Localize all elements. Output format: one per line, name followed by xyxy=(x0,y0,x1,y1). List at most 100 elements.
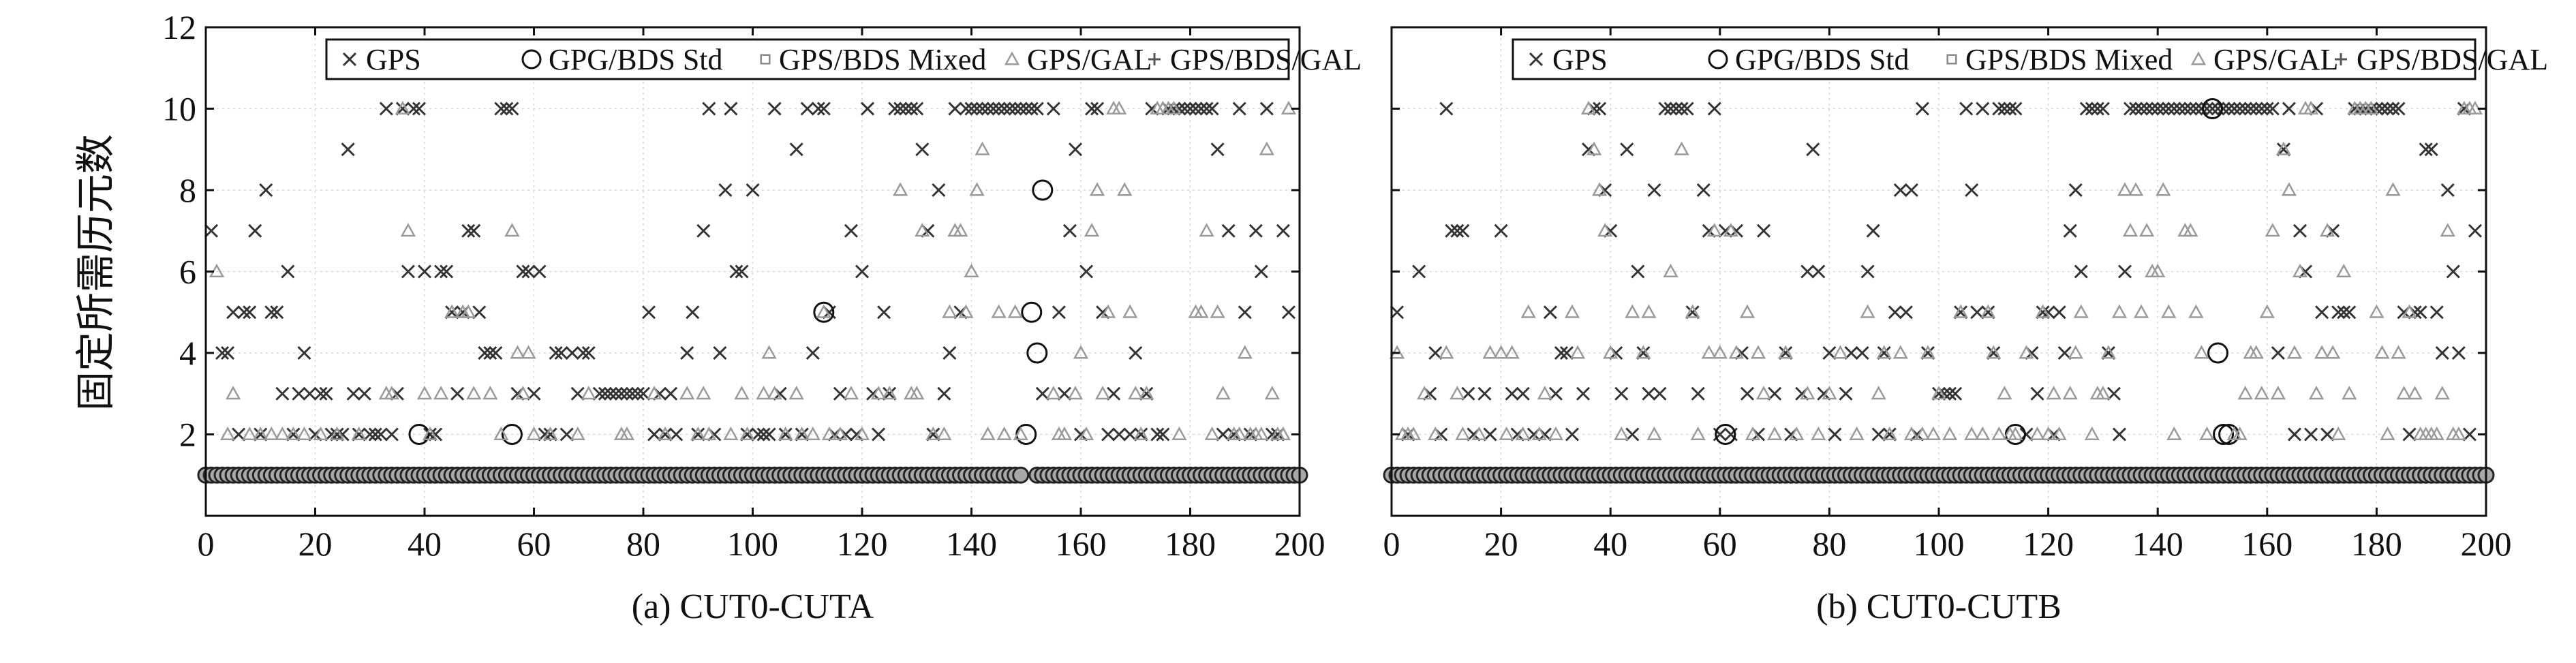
data-point-gps xyxy=(2052,305,2066,320)
x-tick-label: 40 xyxy=(1593,525,1627,563)
data-point-gps-gal xyxy=(482,386,498,400)
data-point-gps xyxy=(1090,102,1105,116)
data-point-gps-gal xyxy=(1728,345,1745,359)
data-point-gps-gal xyxy=(1275,426,1291,440)
data-point-gps-gal xyxy=(264,426,279,440)
data-point-gps xyxy=(1707,102,1721,116)
data-point-gps xyxy=(619,386,634,401)
data-point-gps xyxy=(1107,386,1121,401)
data-point-gps xyxy=(2117,264,2132,279)
legend-label-gpsbdsgal: GPS/BDS/GAL xyxy=(2357,43,2548,76)
data-point-gps xyxy=(833,386,847,401)
data-point-gps xyxy=(1593,102,1607,116)
data-point-gps-gal xyxy=(1117,182,1133,196)
data-point-gps-gal xyxy=(384,386,399,400)
data-point-gps-gal xyxy=(723,426,739,440)
data-point-gps xyxy=(2063,223,2077,238)
data-point-gps xyxy=(472,305,487,320)
data-point-gps xyxy=(2293,223,2307,238)
data-point-gps-gal xyxy=(1084,223,1100,237)
data-point-gps xyxy=(625,386,640,401)
data-point-gps xyxy=(1216,427,1230,442)
data-point-gps xyxy=(1079,264,1094,279)
y-tick-label: 6 xyxy=(179,253,196,291)
data-point-gps xyxy=(1915,102,1929,116)
data-point-gps xyxy=(735,264,749,279)
data-point-gps xyxy=(1756,223,1771,238)
data-point-gps xyxy=(363,427,377,442)
data-point-gps-gal xyxy=(1920,345,1936,359)
data-point-gps-gal xyxy=(2303,100,2319,114)
data-point-gps-gal xyxy=(1128,386,1144,400)
data-point-gps-gal xyxy=(1849,426,1865,440)
data-point-gps xyxy=(1548,386,1563,401)
x-tick-label: 160 xyxy=(1056,525,1107,563)
data-point-gps-gal xyxy=(794,426,810,440)
data-point-gps xyxy=(2249,102,2263,116)
legend-label-gps: GPS xyxy=(1552,43,1608,76)
data-point-gps-gal xyxy=(2292,263,2308,277)
data-point-gps-gal xyxy=(1811,426,1826,440)
data-point-gps-gal xyxy=(521,345,536,359)
data-point-gps-gal xyxy=(433,386,449,400)
data-point-gpg-bds-std xyxy=(813,301,835,323)
data-point-gpg-bds-std xyxy=(408,424,430,445)
data-point-gps xyxy=(855,264,870,279)
data-point-gps xyxy=(910,102,924,116)
y-tick-label: 2 xyxy=(179,416,196,454)
data-point-gps xyxy=(1653,386,1667,401)
data-point-gps xyxy=(505,102,519,116)
data-point-gpg-bds-std xyxy=(2213,424,2235,445)
data-point-gps xyxy=(806,345,820,360)
data-point-gps-gal xyxy=(2275,141,2292,155)
x-tick-label: 140 xyxy=(2132,525,2183,563)
legend-label-gpsbds: GPS/BDS Mixed xyxy=(779,43,986,76)
data-point-gps xyxy=(368,427,382,442)
data-point-gps xyxy=(549,345,563,360)
data-point-gps-gal xyxy=(915,223,930,237)
data-point-gps-gal xyxy=(2440,223,2455,237)
data-point-gps-gal xyxy=(767,386,782,400)
data-point-gps xyxy=(527,386,541,401)
data-point-gps xyxy=(1822,345,1837,360)
data-point-gps xyxy=(341,142,355,157)
data-point-gps-gal xyxy=(1139,386,1154,400)
data-point-gps xyxy=(899,102,913,116)
data-point-gps-gal xyxy=(832,426,848,440)
data-point-gps xyxy=(877,305,891,320)
data-point-gps-gal xyxy=(1739,304,1755,318)
data-point-gps xyxy=(2282,102,2296,116)
data-point-gps-gal xyxy=(2035,304,2051,318)
data-point-gps xyxy=(303,386,317,401)
data-point-gps-gal xyxy=(2369,304,2385,318)
data-point-gps xyxy=(1232,102,1246,116)
data-point-gps xyxy=(417,264,432,279)
data-point-gps-gal xyxy=(1597,223,1613,237)
data-point-gps xyxy=(2140,102,2154,116)
data-point-gps-gal xyxy=(313,426,328,440)
data-point-gps-gal xyxy=(854,426,870,440)
data-point-gps xyxy=(762,427,776,442)
legend-marker-gpsgal xyxy=(1004,51,1020,65)
data-point-gps xyxy=(243,305,257,320)
data-point-gps xyxy=(1390,305,1405,320)
data-point-gps-gal xyxy=(1210,304,1225,318)
data-point-gps xyxy=(406,102,421,116)
data-point-gpg-bds-std xyxy=(2207,342,2229,364)
data-point-gps xyxy=(1189,102,1203,116)
data-point-gps-gal xyxy=(2100,345,2117,359)
data-point-gps-gal xyxy=(2270,386,2286,400)
x-tick-label: 0 xyxy=(198,525,215,563)
data-point-gps-gal xyxy=(1712,345,1728,359)
data-point-gps-gal xyxy=(679,386,695,400)
data-point-gps-gal xyxy=(286,426,301,440)
data-point-gps-gal xyxy=(788,386,804,400)
data-point-gps-gal xyxy=(1636,345,1651,359)
data-point-gps-gal xyxy=(1450,386,1465,400)
data-point-gps-gal xyxy=(2183,223,2198,237)
data-point-gps xyxy=(713,345,727,360)
data-point-gps xyxy=(2429,305,2444,320)
data-point-gps-gal xyxy=(1690,426,1706,440)
data-point-gps xyxy=(1942,386,1957,401)
data-point-gps-gal xyxy=(805,426,821,440)
